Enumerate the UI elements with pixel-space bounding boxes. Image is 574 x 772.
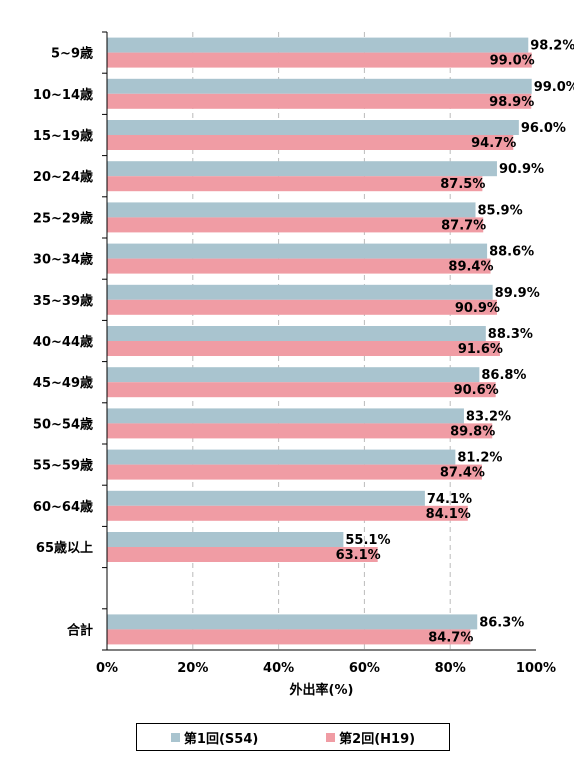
bar [107,78,532,94]
legend-item-series-2: 第2回(H19) [326,728,415,747]
x-tick-label: 80% [435,661,466,676]
value-label: 87.4% [440,466,485,481]
bar [107,202,476,218]
bar [107,93,532,109]
value-label: 84.7% [428,630,473,645]
bar [107,408,464,424]
bar [107,464,482,480]
category-label: 30~34歳 [33,252,93,268]
bar [107,547,378,562]
value-label: 98.9% [489,95,534,110]
bar [107,299,497,315]
value-label: 88.3% [488,327,533,342]
legend-swatch-series-2 [326,732,336,742]
category-label: 50~54歳 [33,416,93,432]
legend-label-series-2: 第2回(H19) [339,731,416,747]
bar [107,284,493,300]
value-label: 86.8% [481,368,526,383]
value-label: 96.0% [521,121,566,136]
value-label: 89.8% [450,424,495,439]
bar [107,490,425,506]
value-label: 63.1% [336,548,381,563]
value-label: 83.2% [466,409,511,424]
value-label: 86.3% [479,615,524,630]
category-label: 60~64歳 [33,499,93,515]
bar [107,449,456,465]
bar [107,326,486,341]
value-label: 99.0% [534,80,574,95]
x-tick-label: 100% [516,661,556,676]
category-label: 55~59歳 [33,458,93,474]
bar [107,258,491,274]
value-label: 89.4% [448,260,493,275]
bar [107,120,519,135]
value-label: 88.6% [489,245,534,260]
bar [107,37,529,53]
bar [107,135,514,150]
value-label: 55.1% [345,533,390,548]
value-label: 85.9% [478,203,523,218]
category-label: 40~44歳 [33,334,93,350]
category-label: 25~29歳 [33,210,93,226]
category-label: 20~24歳 [33,169,93,185]
category-label: 65歳以上 [36,540,93,556]
bar [107,614,478,630]
bar [107,161,497,177]
value-label: 81.2% [457,451,502,466]
bar [107,382,496,398]
bar [107,423,493,439]
category-label: 10~14歳 [33,87,93,103]
value-label: 90.9% [499,162,544,177]
bar [107,505,468,521]
bar [107,532,344,547]
legend-label-series-1: 第1回(S54) [183,731,259,747]
category-label: 15~19歳 [33,128,93,144]
value-label: 89.9% [495,286,540,301]
value-label: 94.7% [471,136,516,151]
value-label: 98.2% [530,39,574,54]
category-label: 5~9歳 [51,46,93,62]
bar [107,176,483,192]
x-tick-label: 60% [349,661,380,676]
x-axis-title: 外出率(%) [289,682,354,698]
value-label: 74.1% [427,492,472,507]
value-label: 84.1% [426,507,471,522]
value-label: 90.9% [455,301,500,316]
value-label: 91.6% [458,342,503,357]
bar [107,217,484,233]
legend-swatch-series-1 [170,732,180,742]
x-tick-label: 40% [263,661,294,676]
x-tick-label: 0% [96,661,118,676]
category-label: 35~39歳 [33,293,93,309]
bar [107,243,488,259]
value-label: 99.0% [490,54,535,69]
bar [107,629,471,645]
legend-item-series-1: 第1回(S54) [170,728,259,747]
x-tick-label: 20% [177,661,208,676]
value-label: 87.5% [440,177,485,192]
bar [107,341,500,356]
category-label: 45~49歳 [33,375,93,391]
legend: 第1回(S54) 第2回(H19) [136,723,450,751]
value-label: 87.7% [441,218,486,233]
value-label: 90.6% [454,383,499,398]
bar [107,52,532,68]
category-label: 合計 [67,622,93,638]
bar [107,367,480,383]
